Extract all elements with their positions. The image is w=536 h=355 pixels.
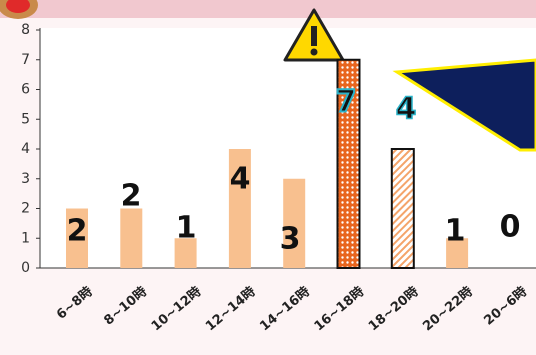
icon-center — [6, 0, 30, 13]
y-tick-label: 0 — [21, 260, 30, 276]
bar — [283, 178, 306, 268]
value-label: 7 — [336, 85, 357, 120]
value-label: 1 — [176, 211, 197, 246]
value-label: 3 — [280, 222, 301, 257]
x-tick-label: 12~14時 — [202, 283, 258, 334]
value-label: 1 — [445, 214, 466, 249]
bar — [120, 208, 143, 268]
value-label: 0 — [500, 210, 521, 245]
bar — [228, 149, 251, 268]
bar — [336, 58, 361, 269]
callout — [392, 58, 536, 152]
y-tick-label: 7 — [21, 52, 30, 68]
bar — [446, 238, 469, 268]
y-tick-label: 2 — [21, 201, 30, 217]
x-tick-label: 8~10時 — [101, 283, 150, 328]
x-tick-label: 20~22時 — [420, 283, 476, 334]
y-tick-label: 1 — [21, 230, 30, 246]
bar — [174, 238, 197, 268]
warning-icon — [283, 8, 345, 62]
top-banner — [0, 0, 536, 18]
y-tick-label: 4 — [21, 141, 30, 157]
x-tick-label: 14~16時 — [257, 283, 313, 334]
x-tick-label: 6~8時 — [53, 283, 95, 322]
value-label: 2 — [121, 179, 142, 214]
bar — [66, 208, 88, 268]
value-label: 2 — [67, 214, 88, 249]
x-tick-label: 16~18時 — [311, 283, 367, 334]
bar — [390, 148, 415, 269]
y-tick-label: 8 — [21, 22, 30, 38]
x-tick-label: 20~6時 — [481, 283, 530, 328]
y-tick-label: 3 — [21, 171, 30, 187]
x-tick-label: 10~12時 — [148, 283, 204, 334]
value-label: 4 — [396, 92, 417, 127]
value-label: 4 — [230, 162, 251, 197]
x-tick-label: 18~20時 — [365, 283, 421, 334]
y-tick-label: 6 — [21, 82, 30, 98]
y-tick-label: 5 — [21, 111, 30, 127]
